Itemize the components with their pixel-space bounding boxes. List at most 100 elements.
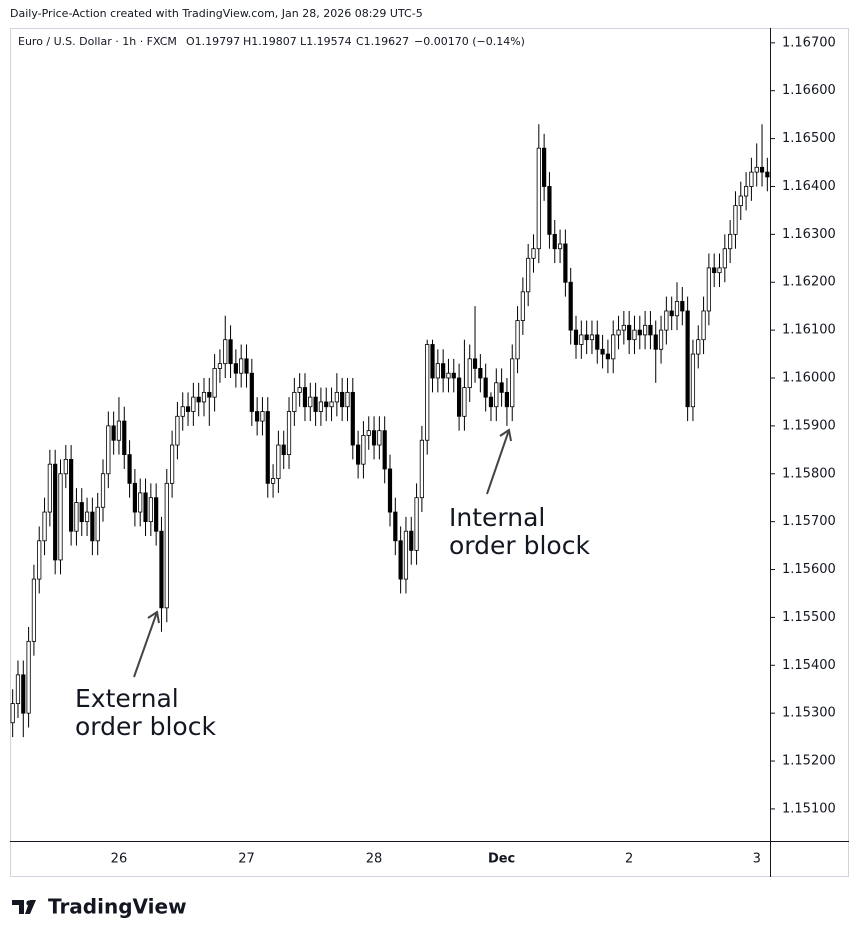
candle-up — [318, 401, 324, 412]
arrows — [133, 428, 512, 678]
candle-up — [616, 329, 621, 336]
candle-up — [419, 439, 424, 499]
candle-down — [488, 396, 494, 408]
legend-change: −0.00170 (−0.14%) — [414, 35, 525, 48]
candle-up — [366, 430, 371, 436]
candle-down — [69, 458, 74, 532]
candle-down — [324, 401, 329, 408]
y-tick-label: 1.15700 — [782, 514, 836, 529]
candle-up — [435, 363, 440, 379]
x-tick-label: 2 — [625, 852, 633, 867]
candle-down — [265, 411, 270, 484]
candle-up — [738, 195, 743, 207]
candle-down — [547, 186, 552, 235]
candle-down — [483, 377, 488, 398]
annotation-line: order block — [449, 531, 590, 560]
annotation-line: Internal — [449, 503, 545, 532]
candle-up — [15, 674, 21, 704]
candle-down — [132, 482, 137, 513]
candle-down — [185, 406, 191, 412]
candle-up — [180, 406, 185, 417]
candle-down — [196, 396, 201, 403]
candle-down — [313, 396, 318, 412]
candle-up — [520, 291, 525, 321]
y-tick-label: 1.16400 — [782, 179, 836, 194]
arrow — [133, 611, 158, 678]
header: Daily-Price-Action created with TradingV… — [10, 7, 423, 20]
candle-up — [425, 344, 430, 441]
y-tick-label: 1.16200 — [782, 275, 836, 290]
candle-up — [664, 310, 669, 331]
candle-down — [143, 492, 148, 523]
candle-up — [58, 473, 63, 561]
candle-down — [441, 363, 446, 379]
x-tick-label: 26 — [111, 852, 128, 867]
candle-down — [21, 674, 26, 714]
candle-up — [297, 387, 302, 393]
candle-up — [414, 497, 419, 551]
candle-down — [430, 344, 435, 379]
candle-down — [759, 166, 765, 173]
candle-down — [249, 372, 254, 412]
candle-up — [589, 334, 595, 341]
candle-down — [451, 372, 456, 379]
y-tick-label: 1.15300 — [782, 706, 836, 721]
candle-up — [531, 248, 536, 259]
y-tick-label: 1.15500 — [782, 610, 836, 625]
candle-down — [53, 463, 58, 561]
candle-up — [706, 267, 711, 312]
candle-down — [340, 391, 345, 408]
candle-up — [106, 425, 111, 475]
logo-text: TradingView — [48, 895, 187, 919]
candle-up — [749, 171, 754, 187]
x-tick-label: 3 — [753, 852, 761, 867]
candle-up — [722, 248, 727, 269]
candle-up — [100, 473, 106, 508]
logo-dot — [26, 900, 32, 906]
y-tick-label: 1.16700 — [782, 35, 836, 50]
candle-up — [308, 396, 313, 408]
candle-down — [685, 310, 690, 408]
y-tick-label: 1.16500 — [782, 131, 836, 146]
legend-symbol: Euro / U.S. Dollar · 1h · FXCM — [18, 35, 177, 48]
candle-down — [605, 353, 611, 360]
candle-down — [122, 420, 127, 456]
candle-up — [526, 257, 531, 293]
candle-up — [169, 444, 175, 484]
annotation-line: order block — [75, 712, 216, 741]
arrow-head — [147, 610, 160, 624]
candle-up — [164, 482, 169, 609]
y-tick-label: 1.15200 — [782, 754, 836, 769]
candle-up — [116, 420, 122, 441]
candle-down — [456, 377, 462, 417]
candle-down — [255, 411, 260, 422]
candle-up — [84, 511, 90, 523]
candle-down — [228, 339, 233, 365]
annotation: Internal order block — [449, 503, 590, 560]
candle-up — [701, 310, 706, 341]
candle-down — [499, 382, 504, 393]
y-tick-label: 1.15800 — [782, 466, 836, 481]
candle-up — [270, 478, 276, 484]
candle-down — [409, 530, 414, 551]
candle-up — [728, 233, 733, 250]
candle-up — [510, 358, 515, 408]
candle-down — [382, 430, 387, 470]
candle-up — [260, 411, 265, 422]
y-tick-label: 1.15900 — [782, 418, 836, 433]
candle-up — [361, 435, 366, 465]
candle-up — [446, 372, 451, 379]
candle-up — [658, 329, 664, 350]
legend-open: O1.19797 — [186, 35, 240, 48]
candle-up — [611, 334, 616, 360]
candle-up — [743, 186, 749, 197]
logo: TradingView — [12, 895, 187, 919]
candle-up — [733, 205, 738, 235]
candle-down — [712, 267, 717, 274]
candle-down — [669, 310, 674, 317]
annotation-line: External — [75, 684, 179, 713]
candle-down — [350, 391, 355, 446]
y-tick-label: 1.15100 — [782, 801, 836, 816]
candle-up — [643, 324, 648, 336]
